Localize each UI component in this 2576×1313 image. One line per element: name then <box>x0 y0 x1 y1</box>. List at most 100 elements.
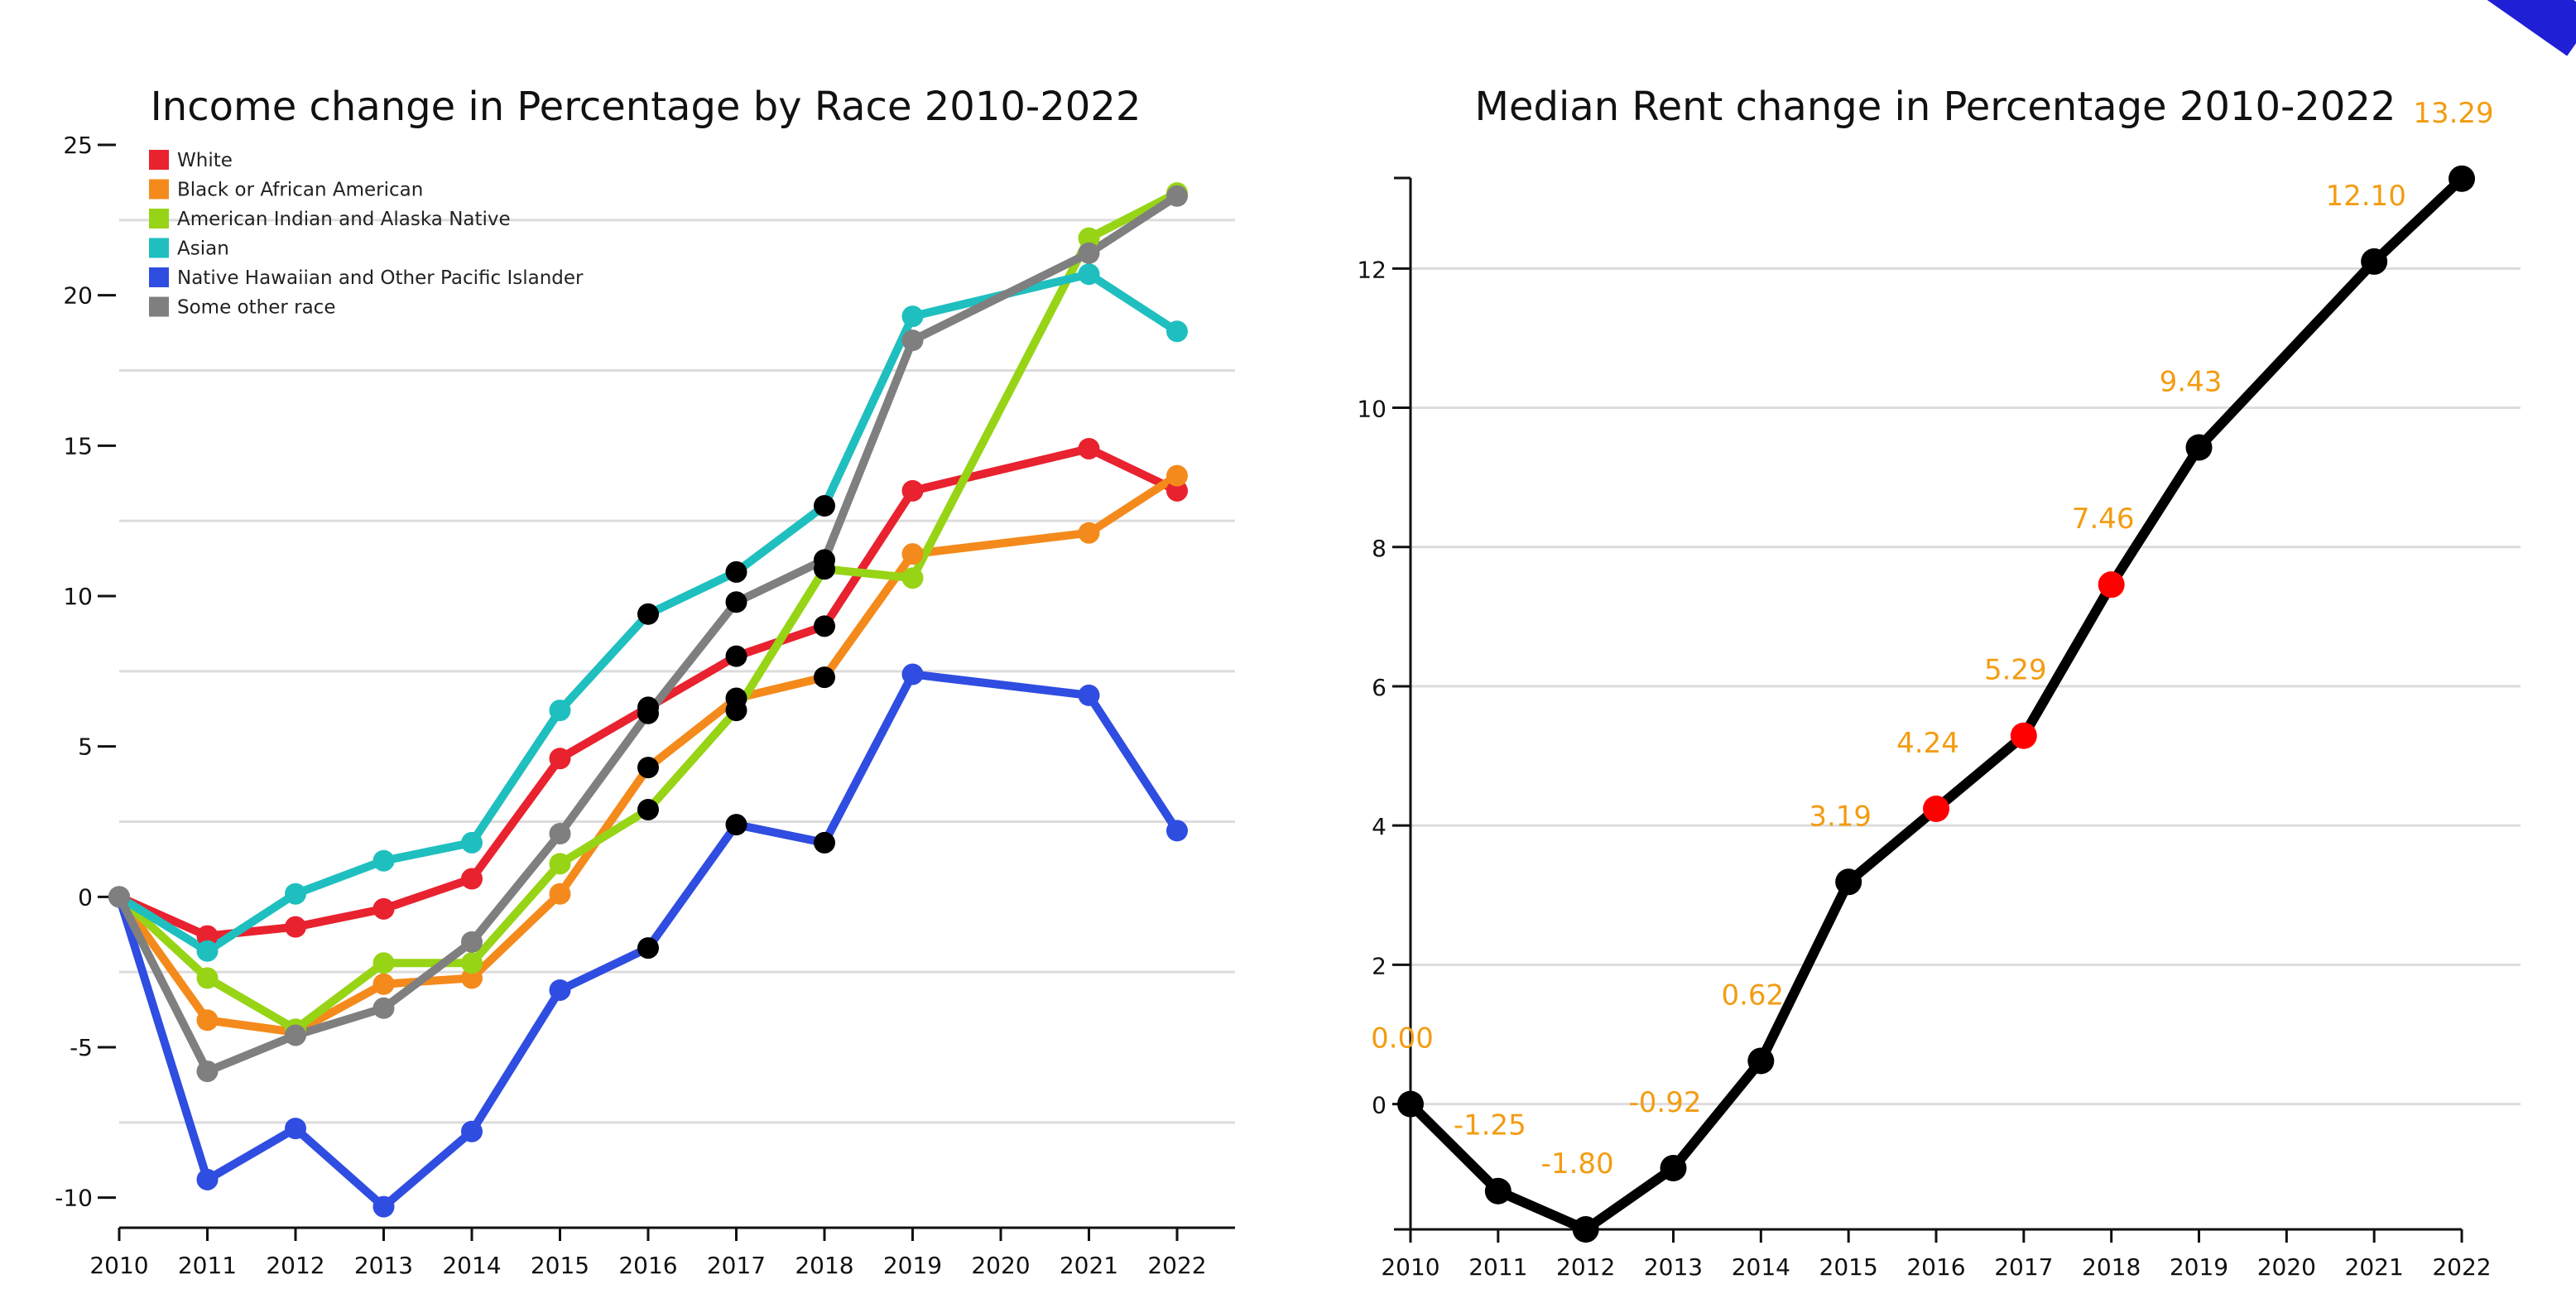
income-point-asian <box>285 883 306 905</box>
income-x-tick-label: 2022 <box>1147 1252 1206 1279</box>
income-x-tick-label: 2016 <box>618 1252 677 1279</box>
income-series-line-american-indian-and-alaska-native <box>115 189 1181 1034</box>
legend-label-american-indian-and-alaska-native: American Indian and Alaska Native <box>177 209 511 230</box>
income-point-white <box>814 615 835 637</box>
rent-data-label-2014: 0.62 <box>1721 979 1784 1012</box>
rent-y-tick-label: 8 <box>1372 535 1387 562</box>
income-x-tick-label: 2014 <box>442 1252 501 1279</box>
income-point-native-hawaiian-and-other-pacific-islander <box>901 663 924 685</box>
income-point-native-hawaiian-and-other-pacific-islander <box>637 937 659 960</box>
income-point-black-or-african-american <box>196 1009 219 1032</box>
income-point-asian <box>814 495 835 517</box>
rent-point-2013 <box>1660 1154 1687 1181</box>
income-point-native-hawaiian-and-other-pacific-islander <box>461 1120 483 1142</box>
rent-x-tick-label: 2015 <box>1819 1253 1878 1281</box>
rent-x-tick-label: 2019 <box>2170 1253 2228 1281</box>
rent-point-2012 <box>1572 1216 1599 1243</box>
income-point-white <box>285 916 306 938</box>
income-point-asian <box>1166 320 1188 343</box>
income-point-asian <box>461 831 483 854</box>
income-point-some-other-race <box>814 549 835 571</box>
income-point-asian <box>725 560 747 583</box>
income-point-asian <box>196 940 219 962</box>
income-point-american-indian-and-alaska-native <box>372 952 395 974</box>
rent-point-2011 <box>1484 1177 1511 1205</box>
rent-x-tick-label: 2012 <box>1556 1253 1615 1281</box>
rent-chart: Median Rent change in Percentage 2010-20… <box>1357 84 2521 1281</box>
rent-x-tick-label: 2017 <box>1994 1253 2053 1281</box>
income-point-native-hawaiian-and-other-pacific-islander <box>285 1118 306 1140</box>
rent-point-2018 <box>2098 571 2125 599</box>
income-point-some-other-race <box>725 591 747 613</box>
income-point-black-or-african-american <box>1078 522 1100 544</box>
income-x-tick-label: 2017 <box>707 1252 766 1279</box>
legend-swatch-black-or-african-american <box>149 179 169 200</box>
rent-x-tick-label: 2018 <box>2082 1253 2141 1281</box>
income-point-some-other-race <box>372 997 395 1019</box>
income-point-black-or-african-american <box>549 883 571 905</box>
rent-chart-title: Median Rent change in Percentage 2010-20… <box>1475 84 2396 130</box>
rent-y-tick-label: 6 <box>1372 674 1387 701</box>
income-point-asian <box>372 849 395 872</box>
income-chart-title: Income change in Percentage by Race 2010… <box>151 84 1141 130</box>
income-point-white <box>1078 437 1100 459</box>
income-point-white <box>461 868 483 890</box>
rent-data-label-2021: 12.10 <box>2325 180 2405 213</box>
income-point-asian <box>1078 263 1100 286</box>
legend-label-native-hawaiian-and-other-pacific-islander: Native Hawaiian and Other Pacific Island… <box>177 267 584 289</box>
rent-data-label-2015: 3.19 <box>1809 800 1872 833</box>
income-x-tick-label: 2013 <box>354 1252 413 1279</box>
income-point-asian <box>637 603 659 625</box>
rent-point-2017 <box>2010 722 2037 749</box>
income-point-black-or-african-american <box>637 757 659 779</box>
income-point-some-other-race <box>901 329 924 352</box>
rent-x-tick-label: 2022 <box>2432 1253 2491 1281</box>
legend-swatch-native-hawaiian-and-other-pacific-islander <box>149 267 169 287</box>
income-x-tick-label: 2010 <box>89 1252 148 1279</box>
rent-x-tick-label: 2020 <box>2257 1253 2316 1281</box>
rent-data-label-2013: -0.92 <box>1629 1086 1702 1119</box>
rent-x-tick-label: 2010 <box>1381 1253 1439 1281</box>
rent-point-2016 <box>1923 796 1949 822</box>
income-x-tick-label: 2011 <box>178 1252 237 1279</box>
income-point-native-hawaiian-and-other-pacific-islander <box>196 1168 219 1190</box>
income-point-white <box>1166 479 1188 502</box>
income-point-native-hawaiian-and-other-pacific-islander <box>725 814 747 836</box>
rent-data-label-2012: -1.80 <box>1541 1147 1614 1181</box>
income-y-tick-label: 25 <box>63 132 93 159</box>
income-x-tick-label: 2019 <box>883 1252 942 1279</box>
rent-point-2010 <box>1397 1090 1424 1118</box>
rent-y-tick-label: 10 <box>1357 396 1387 423</box>
income-point-native-hawaiian-and-other-pacific-islander <box>372 1195 395 1218</box>
income-point-black-or-african-american <box>461 967 483 989</box>
rent-y-tick-label: 4 <box>1372 813 1387 840</box>
income-point-native-hawaiian-and-other-pacific-islander <box>549 979 571 1001</box>
income-point-black-or-african-american <box>1166 464 1188 487</box>
income-point-some-other-race <box>637 702 659 724</box>
legend-label-some-other-race: Some other race <box>177 297 335 319</box>
income-point-native-hawaiian-and-other-pacific-islander <box>1078 684 1100 706</box>
income-point-some-other-race <box>285 1024 306 1046</box>
legend-swatch-american-indian-and-alaska-native <box>149 209 169 228</box>
income-point-american-indian-and-alaska-native <box>196 967 219 989</box>
income-x-tick-label: 2018 <box>795 1252 853 1279</box>
rent-data-label-2022: 13.29 <box>2413 97 2493 130</box>
income-point-white <box>196 925 219 947</box>
income-series-line-black-or-african-american <box>115 471 1181 1036</box>
income-point-some-other-race <box>1166 185 1188 207</box>
income-x-tick-label: 2012 <box>266 1252 324 1279</box>
income-axes: -10 -5 0 5 10 15 20 25 2010 2011 2012 2013 2014 2015 2… <box>55 132 1235 1279</box>
income-point-american-indian-and-alaska-native <box>637 798 659 820</box>
rent-point-2019 <box>2185 434 2213 461</box>
legend-label-asian: Asian <box>177 238 229 260</box>
rent-axes: 0 2 4 6 8 10 12 2010 2011 2012 2013 2014 2015 2016 201… <box>1357 176 2492 1281</box>
income-grid <box>119 219 1235 1124</box>
rent-y-tick-label: 0 <box>1372 1092 1387 1119</box>
rent-x-tick-label: 2011 <box>1468 1253 1527 1281</box>
income-point-white <box>725 645 747 667</box>
income-point-american-indian-and-alaska-native <box>1078 227 1100 249</box>
income-point-american-indian-and-alaska-native <box>549 853 571 875</box>
income-x-tick-label: 2021 <box>1060 1252 1118 1279</box>
income-series-line-white <box>115 444 1181 940</box>
legend-swatch-white <box>149 150 169 170</box>
